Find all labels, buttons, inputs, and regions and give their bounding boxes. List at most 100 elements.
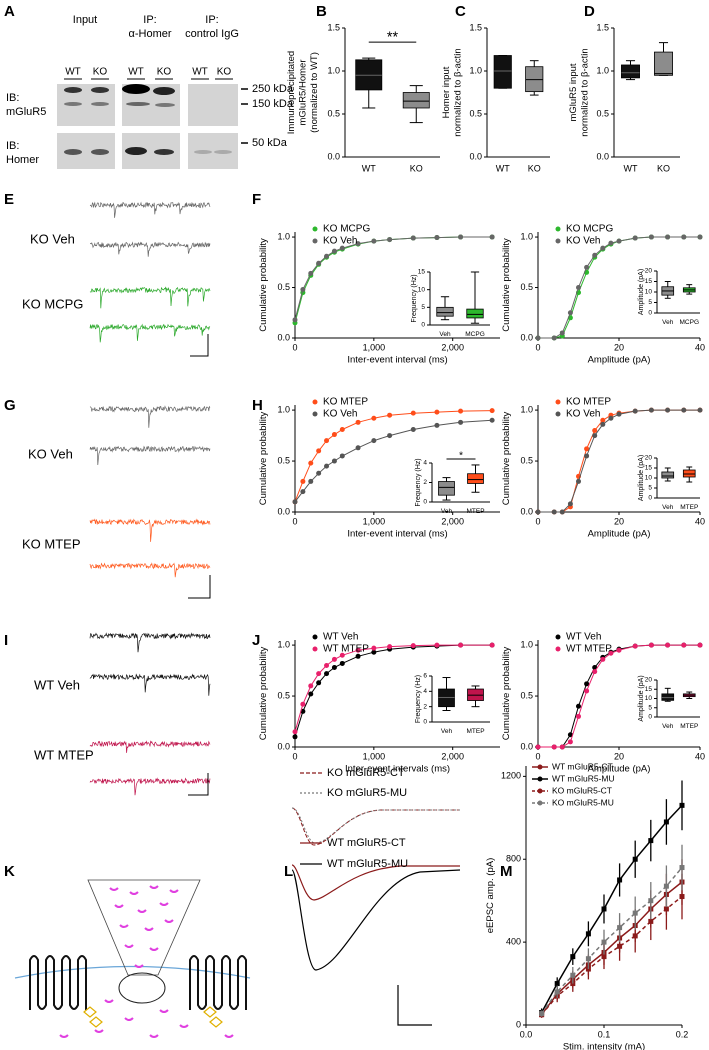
blot-label-line: Homer — [6, 154, 39, 166]
point — [632, 408, 638, 414]
y-tick-label: 1.0 — [596, 65, 609, 75]
box — [654, 51, 673, 76]
y-axis-label-line: Cumulative probability — [258, 647, 269, 741]
point — [608, 240, 614, 246]
x-tick-label: 1,000 — [363, 342, 386, 352]
y-tick-label: 1.0 — [520, 639, 533, 649]
blot-band — [122, 84, 150, 94]
y-tick-label: 10 — [645, 695, 653, 702]
y-tick-label: 0.0 — [520, 741, 533, 751]
blot-group: IP: control IgG — [185, 14, 239, 40]
point — [292, 734, 298, 740]
point — [592, 427, 598, 433]
y-tick-label: 0.5 — [277, 455, 290, 465]
x-tick-label: MCPG — [680, 319, 700, 326]
point — [339, 660, 345, 666]
point — [535, 509, 541, 515]
series-line — [541, 895, 683, 1016]
y-tick-label: 4 — [423, 460, 427, 467]
x-tick-label: MTEP — [680, 723, 698, 730]
legend-label: KO Veh — [323, 236, 357, 247]
point — [600, 656, 606, 662]
point — [608, 415, 614, 421]
y-axis-label-line: Frequency (Hz) — [415, 458, 422, 506]
x-axis-label: Inter-event interval (ms) — [347, 529, 447, 540]
glutamate — [149, 885, 159, 889]
point — [576, 285, 581, 291]
y-tick-label: 0.0 — [469, 151, 482, 161]
x-tick-label: Veh — [441, 728, 453, 735]
point — [355, 653, 361, 659]
y-tick-label: 15 — [418, 269, 426, 276]
y-tick-label: 5 — [648, 704, 652, 711]
blot-membrane — [188, 84, 238, 126]
point — [535, 335, 541, 341]
x-tick-label: 20 — [614, 516, 624, 526]
legend-label: WT MTEP — [566, 644, 612, 655]
trace — [89, 562, 211, 578]
lane-label: KO — [217, 67, 232, 78]
y-tick-label: 20 — [645, 268, 653, 275]
y-tick-label: 15 — [645, 686, 653, 693]
trace-label: WT MTEP — [34, 747, 94, 762]
legend-label: WT Veh — [566, 632, 601, 643]
x-tick-label: 40 — [695, 342, 705, 352]
trace — [89, 323, 211, 343]
y-tick-label: 400 — [506, 936, 521, 946]
lane-label: WT — [65, 67, 81, 78]
y-tick-label: 0.5 — [596, 108, 609, 118]
y-axis-label: ImmunoprecipitatedmGluR5/Homer(normalize… — [286, 51, 320, 134]
point — [576, 478, 581, 484]
point — [592, 252, 598, 258]
point — [410, 426, 416, 432]
y-axis-label: Cumulative probability — [501, 238, 512, 332]
blot-band — [125, 147, 147, 155]
legend-marker — [555, 646, 561, 652]
y-tick-label: 0.5 — [520, 690, 533, 700]
blot-band — [214, 150, 232, 154]
size-marker: 250 kDa — [252, 83, 294, 95]
trace — [89, 201, 211, 218]
y-tick-label: 1.0 — [277, 639, 290, 649]
legend-label: WT mGluR5-MU — [327, 858, 408, 870]
glutamate — [164, 919, 174, 923]
y-tick-label: 1.5 — [327, 22, 340, 32]
x-tick-label: KO — [410, 163, 423, 173]
y-tick-label: 0 — [648, 310, 652, 317]
y-tick-label: 0.0 — [520, 506, 533, 516]
y-tick-label: 1.0 — [277, 231, 290, 241]
glutamate — [114, 904, 124, 908]
point — [570, 954, 576, 960]
point — [331, 458, 337, 464]
blot-group-line: control IgG — [185, 28, 239, 40]
x-tick-label: 0 — [535, 751, 540, 761]
blot-band — [194, 150, 212, 154]
y-tick-label: 6 — [423, 673, 427, 680]
y-axis-label: Cumulative probability — [258, 412, 269, 506]
blot-label-line: mGluR5 — [6, 106, 46, 118]
trace — [90, 241, 211, 257]
glutamate — [179, 1024, 189, 1028]
x-tick-label: WT — [624, 163, 638, 173]
blot-group-line: IP: — [143, 14, 156, 26]
series-line — [541, 881, 683, 1016]
y-tick-label: 10 — [645, 475, 653, 482]
y-axis-label-line: Amplitude (pA) — [638, 455, 645, 501]
legend-marker — [555, 226, 561, 232]
panel-label: E — [4, 191, 14, 208]
point — [300, 478, 306, 484]
series-line — [538, 644, 700, 748]
legend-label: WT Veh — [323, 632, 358, 643]
point — [648, 642, 654, 648]
y-tick-label: 1.5 — [469, 22, 482, 32]
x-tick-label: 0.2 — [676, 1029, 689, 1039]
point — [551, 335, 557, 341]
x-tick-label: KO — [657, 163, 670, 173]
y-axis-label-line: mGluR5/Homer — [297, 60, 308, 126]
point — [663, 819, 669, 825]
panel-label: K — [4, 863, 15, 880]
size-marker: 50 kDa — [252, 137, 288, 149]
x-tick-label: KO — [528, 163, 541, 173]
blot-label-line: IB: — [6, 140, 19, 152]
point — [585, 931, 591, 937]
